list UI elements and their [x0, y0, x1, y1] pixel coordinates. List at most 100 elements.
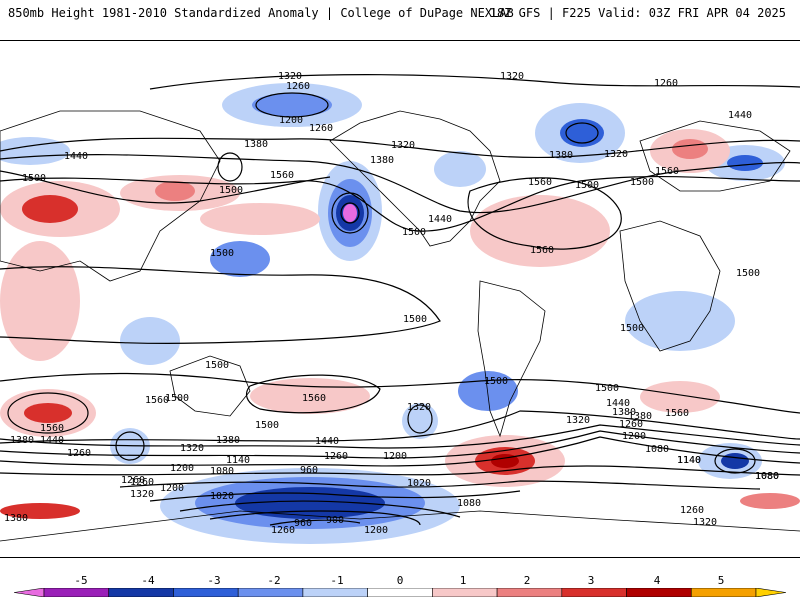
neg-anomaly-bering — [0, 137, 70, 165]
colorbar-tick: 4 — [653, 574, 661, 587]
contour-label: 1320 — [407, 402, 431, 413]
contour-1560-atlantic — [467, 177, 622, 250]
europe-coast — [639, 120, 791, 192]
colorbar-segment — [302, 588, 368, 597]
colorbar-tick: 2 — [523, 574, 531, 587]
south-america-coast — [477, 280, 546, 438]
contour-label: 1260 — [286, 81, 310, 92]
contour-label: 1080 — [457, 498, 481, 509]
contour-label: 1560 — [145, 395, 169, 406]
contour-label: 1500 — [595, 383, 619, 394]
pos-anomaly-tasman-core — [24, 403, 72, 423]
contour-label: 1500 — [402, 227, 426, 238]
colorbar-segment — [173, 588, 239, 597]
contour-label: 1440 — [728, 110, 752, 121]
contour-low-ne-pacific — [331, 192, 369, 234]
neg-anomaly-s-indian — [402, 403, 438, 439]
contour-label: 1200 — [622, 431, 646, 442]
contour-labels: 1320 1320 1260 1260 1200 1260 1440 1380 … — [4, 71, 779, 536]
contour-label: 1380 — [216, 435, 240, 446]
contour-label: 1200 — [279, 115, 303, 126]
contour-label: 1440 — [606, 398, 630, 409]
contour-label: 1140 — [677, 455, 701, 466]
map-title: 850mb Height 1981-2010 Standardized Anom… — [8, 6, 514, 20]
pos-anomaly-w-asia — [0, 241, 80, 361]
colorbar-segment — [561, 588, 627, 597]
contour-label: 1260 — [67, 448, 91, 459]
colorbar-segment — [237, 588, 304, 597]
contour-label: 900 — [326, 515, 344, 526]
asia-coast — [0, 110, 221, 282]
contour-low-greenland — [565, 122, 599, 144]
contour-label: 1140 — [226, 455, 250, 466]
contour-1200-south — [0, 465, 800, 476]
negative-anomaly-areas — [0, 83, 785, 544]
colorbar-segment — [43, 588, 110, 597]
pos-anomaly-siberia-core — [22, 195, 78, 223]
contour-label: 1080 — [645, 444, 669, 455]
contour-label: 1560 — [528, 177, 552, 188]
contour-label: 1500 — [403, 314, 427, 325]
pos-anomaly-n-pacific — [200, 203, 320, 235]
contour-label: 1440 — [428, 214, 452, 225]
contour-label: 1440 — [40, 435, 64, 446]
contour-label: 1500 — [165, 393, 189, 404]
contour-low-e-asia — [217, 152, 243, 182]
contour-1080-south — [149, 490, 521, 502]
contour-label: 1380 — [4, 513, 28, 524]
contour-1320-north — [149, 74, 800, 90]
contour-900-antarctic — [269, 519, 361, 526]
neg-anomaly-great-lakes — [434, 151, 486, 187]
colorbar-tick: 1 — [459, 574, 467, 587]
contour-label: 1020 — [210, 491, 234, 502]
contour-label: 1260 — [309, 123, 333, 134]
neg-anomaly-se-indian-core — [721, 453, 749, 469]
contour-label: 1200 — [170, 463, 194, 474]
contour-label: 1560 — [270, 170, 294, 181]
colorbar-tick: -2 — [267, 574, 281, 587]
colorbar-tick: -1 — [330, 574, 344, 587]
anomaly-colorbar: -5 -4 -3 -2 -1 0 1 2 3 4 5 — [14, 574, 786, 598]
contour-label: 1080 — [755, 471, 779, 482]
contour-1440-south — [0, 410, 800, 444]
north-america-coast — [329, 110, 501, 247]
contour-label: 1080 — [755, 471, 779, 482]
contour-label: 1500 — [620, 323, 644, 334]
contour-label: 1500 — [219, 185, 243, 196]
contour-label: 1200 — [364, 525, 388, 536]
neg-anomaly-ne-pacific-max — [343, 204, 357, 222]
africa-coast — [619, 220, 721, 352]
colorbar-segment — [690, 588, 757, 597]
colorbar-max-cap — [755, 588, 786, 597]
contour-label: 1320 — [278, 71, 302, 82]
contour-1500-south — [0, 372, 800, 414]
contour-label: 1380 — [244, 139, 268, 150]
contour-low-s-indian — [407, 404, 433, 434]
contour-label: 1140 — [677, 455, 701, 466]
colorbar-segment — [496, 588, 563, 597]
contour-label: 1500 — [484, 376, 508, 387]
contour-label: 1260 — [680, 505, 704, 516]
height-contours — [0, 74, 800, 526]
contour-label: 960 — [294, 518, 312, 529]
contour-label: 1560 — [530, 245, 554, 256]
pos-anomaly-e-asia-core — [155, 181, 195, 201]
contour-label: 1260 — [619, 419, 643, 430]
contour-label: 1560 — [665, 408, 689, 419]
contour-1440-north — [0, 154, 800, 214]
anomaly-map[interactable]: 1320 1320 1260 1260 1200 1260 1440 1380 … — [0, 40, 800, 558]
colorbar-tick: -3 — [207, 574, 221, 587]
pos-anomaly-antarctic-left — [0, 503, 80, 519]
contour-label: 1320 — [693, 517, 717, 528]
contour-label: 1380 — [612, 407, 636, 418]
contour-low-se-indian — [714, 448, 756, 474]
contour-1020-antarctic — [179, 500, 461, 518]
contour-label: 1500 — [22, 173, 46, 184]
antarctica-coast — [0, 510, 800, 542]
contour-low-n-pacific — [255, 92, 329, 118]
contour-label: 1440 — [315, 436, 339, 447]
colorbar-bar — [14, 588, 786, 597]
contour-high-tasman — [7, 392, 89, 434]
contour-low-ne-pacific-inner — [340, 202, 360, 224]
contour-label: 1380 — [10, 435, 34, 446]
